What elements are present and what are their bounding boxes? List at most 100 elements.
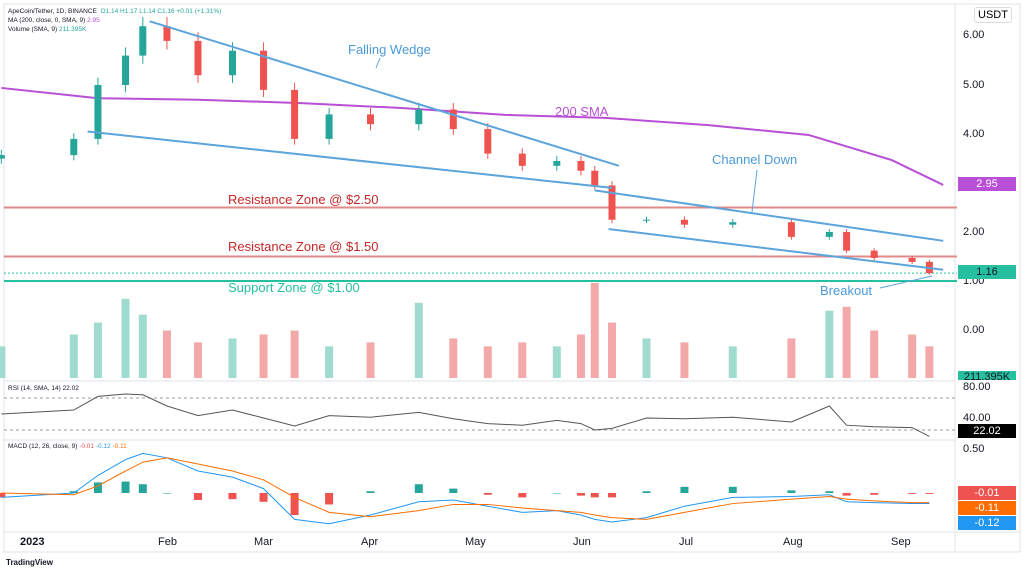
candle	[484, 129, 492, 154]
volume-bar	[366, 342, 375, 378]
price-tick: 5.00	[963, 79, 985, 91]
channel-down-label: Channel Down	[712, 152, 798, 167]
volume-bar	[414, 302, 423, 378]
volume-bar	[259, 334, 268, 378]
volume-tag: 211.395K	[958, 371, 1016, 380]
trendline	[594, 189, 944, 242]
volume-bar	[787, 338, 796, 378]
candle	[729, 222, 737, 225]
macd-hist-value: -0.01	[79, 443, 94, 450]
macd-histogram-bar	[366, 491, 375, 493]
volume-bar	[870, 330, 879, 378]
macd-histogram-bar	[870, 493, 879, 495]
macd-histogram-bar	[228, 493, 237, 500]
volume-bar	[642, 338, 651, 378]
rsi-value: 22.02	[62, 385, 79, 392]
candle	[415, 109, 423, 125]
macd-histogram-bar	[642, 491, 651, 493]
volume-bar	[925, 346, 934, 378]
close-value: C1.16	[157, 8, 175, 15]
candle	[122, 55, 130, 85]
sma-label: 200 SMA	[555, 104, 609, 119]
macd-histogram-bar	[93, 482, 102, 493]
candle	[194, 40, 202, 76]
macd-legend: MACD (12, 26, close, 9) -0.01 -0.12 -0.1…	[8, 443, 127, 450]
trendline	[608, 228, 944, 271]
candle	[139, 26, 147, 56]
macd-histogram-bar	[0, 493, 6, 498]
volume-bar	[449, 338, 458, 378]
candle	[870, 250, 878, 258]
time-tick: Jul	[679, 536, 694, 548]
ma-legend: MA (200, close, 0, SMA, 9) 2.95	[8, 17, 100, 24]
time-tick: Sep	[891, 536, 911, 548]
volume-bar	[842, 306, 851, 378]
candle	[0, 155, 5, 159]
macd-line	[1, 452, 930, 525]
candle	[518, 153, 526, 166]
macd-histogram-bar	[518, 493, 527, 498]
change-value: +0.01 (+1.31%)	[176, 8, 222, 15]
macd-histogram-bar	[680, 486, 689, 493]
sma-price-tag: 2.95	[958, 177, 1016, 191]
resistance-250-label: Resistance Zone @ $2.50	[228, 192, 379, 207]
macd-histogram-bar	[787, 490, 796, 493]
volume-bar	[552, 346, 561, 378]
symbol-title: ApeCoin/Tether, 1D, BINANCE	[8, 8, 97, 15]
candle	[643, 219, 650, 221]
volume-bar	[825, 310, 834, 378]
volume-bar	[194, 342, 202, 378]
trendline	[149, 20, 620, 167]
breakout-label: Breakout	[820, 283, 873, 298]
candle	[325, 114, 333, 139]
candle	[229, 50, 236, 76]
candle	[449, 109, 457, 130]
macd-histogram-bar	[138, 484, 147, 493]
macd-histogram-bar	[576, 493, 585, 496]
time-tick: May	[465, 536, 486, 548]
macd-histogram-bar	[925, 493, 934, 494]
annotation-arrow	[879, 275, 933, 289]
time-tick: Feb	[158, 536, 177, 548]
currency-button[interactable]: USDT	[974, 7, 1012, 23]
time-tick: Apr	[361, 536, 379, 548]
candle	[843, 232, 851, 251]
rsi-line	[1, 393, 930, 437]
macd-line-value: -0.12	[95, 443, 111, 450]
volume-bar	[908, 334, 917, 378]
macd-histogram-bar	[728, 486, 737, 493]
price-tick: 4.00	[963, 128, 985, 140]
ma-label: MA (200, close, 0, SMA, 9)	[8, 17, 86, 24]
falling-wedge-label: Falling Wedge	[348, 42, 431, 57]
candle	[787, 222, 795, 237]
macd-label: MACD (12, 26, close, 9)	[8, 443, 78, 450]
chart-border	[3, 3, 1021, 553]
tradingview-logo: TradingView	[6, 558, 53, 567]
candle	[608, 185, 616, 220]
candle	[291, 89, 299, 139]
volume-bar	[162, 330, 171, 378]
macd-histogram-bar	[483, 493, 492, 495]
macd-histogram-bar	[908, 493, 917, 494]
candle	[553, 160, 561, 166]
rsi-label: RSI (14, SMA, 14)	[8, 385, 61, 392]
candle	[260, 50, 268, 90]
trendline	[87, 130, 613, 189]
volume-bar	[121, 298, 130, 378]
time-tick: 2023	[20, 536, 45, 548]
candle	[591, 170, 599, 186]
rsi-tick: 80.00	[963, 381, 991, 393]
macd-signal-tag: -0.11	[958, 501, 1016, 515]
volume-bar	[69, 334, 78, 378]
candle	[825, 232, 833, 237]
volume-bar	[93, 322, 102, 378]
candle	[680, 219, 688, 225]
macd-histogram-bar	[590, 493, 599, 498]
high-value: H1.17	[120, 8, 138, 15]
volume-bar	[290, 330, 299, 378]
candle	[70, 138, 78, 156]
time-tick: Aug	[783, 536, 803, 548]
volume-bar	[325, 346, 334, 378]
